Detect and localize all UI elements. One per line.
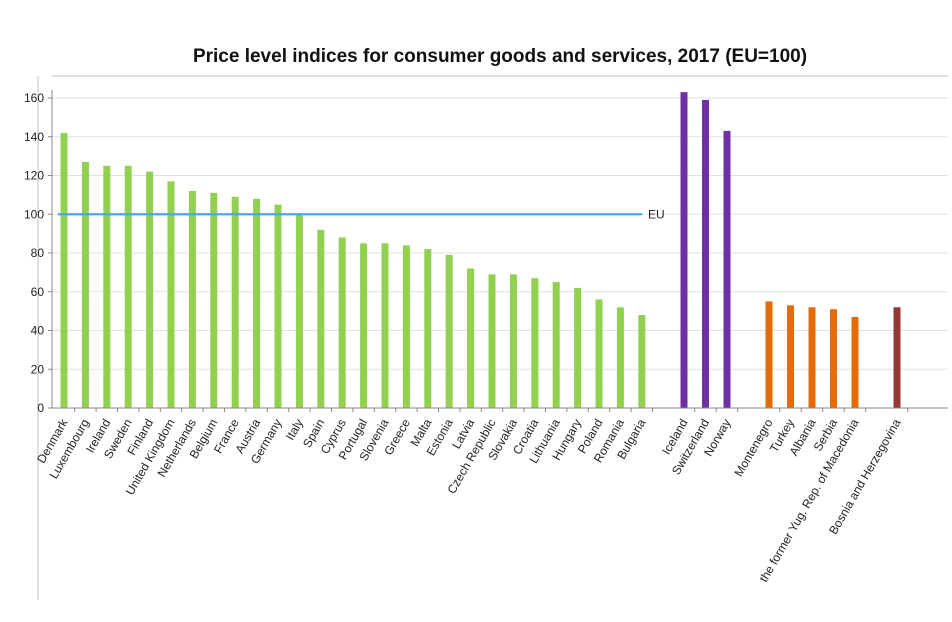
bar-portugal	[360, 243, 368, 408]
bar-ireland	[103, 165, 111, 408]
bar-romania	[616, 307, 624, 409]
y-tick-label: 140	[24, 130, 44, 144]
chart-title: Price level indices for consumer goods a…	[192, 46, 808, 67]
bar-lithuania	[552, 282, 560, 408]
bar-cyprus	[338, 237, 346, 408]
bar-france	[231, 196, 239, 408]
bar-austria	[253, 198, 261, 409]
bar-latvia	[467, 268, 475, 408]
bar-turkey	[787, 305, 794, 408]
bar-norway	[723, 130, 731, 408]
y-tick-label: 100	[24, 207, 44, 221]
bar-the-former-yug-rep-of-macedonia	[851, 316, 859, 408]
bar-germany	[274, 204, 282, 408]
bar-estonia	[445, 254, 453, 408]
bar-malta	[424, 249, 432, 408]
bar-greece	[402, 245, 410, 409]
bar-netherlands	[188, 191, 196, 408]
bar-croatia	[531, 278, 539, 408]
y-tick-label: 60	[31, 285, 45, 299]
y-tick-label: 0	[37, 401, 44, 415]
bar-poland	[595, 299, 603, 408]
bar-bosnia-and-herzegovina	[893, 307, 901, 409]
bar-bulgaria	[638, 315, 646, 408]
bars	[60, 92, 901, 409]
bar-denmark	[60, 132, 68, 408]
bar-iceland	[680, 92, 688, 408]
bar-albania	[808, 307, 816, 409]
category-labels: DenmarkLuxembourgIrelandSwedenFinlandUni…	[34, 416, 904, 585]
axes: 0 20 40 60 80 100 120 140 160	[24, 75, 948, 600]
bar-luxembourg	[81, 161, 89, 408]
x-tick-label: Bosnia and Herzegovina	[826, 416, 904, 537]
bar-sweden	[124, 165, 132, 408]
eu-reference-label: EU	[648, 207, 665, 221]
bar-switzerland	[702, 99, 709, 409]
bar-slovenia	[381, 243, 389, 408]
y-tick-label: 20	[31, 362, 45, 376]
bar-hungary	[574, 287, 582, 408]
y-tick-label: 40	[31, 324, 45, 338]
bar-italy	[295, 214, 303, 409]
bar-slovakia	[509, 274, 517, 408]
y-tick-label: 80	[31, 246, 45, 260]
bar-montenegro	[765, 301, 773, 408]
bar-spain	[317, 229, 325, 409]
bar-united-kingdom	[167, 181, 175, 408]
bar-finland	[146, 171, 154, 408]
y-tick-label: 120	[24, 169, 44, 183]
reference-line-group: EU	[58, 207, 665, 221]
y-tick-label: 160	[24, 91, 44, 105]
bar-serbia	[830, 309, 837, 408]
bar-czech-republic	[488, 274, 496, 408]
bar-belgium	[210, 192, 218, 408]
